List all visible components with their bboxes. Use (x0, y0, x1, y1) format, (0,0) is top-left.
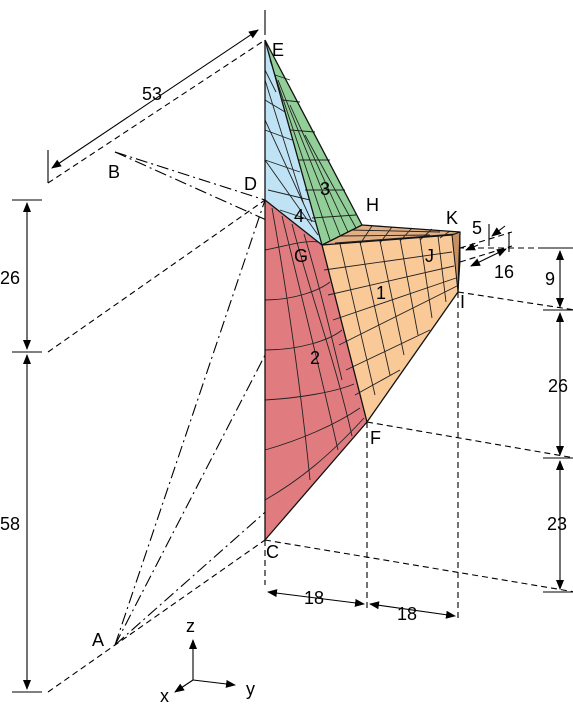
panel-1 (322, 235, 458, 422)
label-panel-3: 3 (320, 179, 330, 199)
panel-2-surface (265, 200, 367, 540)
label-point-A: A (92, 630, 104, 650)
label-point-G: G (294, 246, 308, 266)
dimension-lines (12, 10, 573, 693)
label-point-K: K (446, 208, 458, 228)
label-point-F: F (370, 428, 381, 448)
axis-triad (174, 639, 236, 693)
panel-number-labels: 1 2 3 4 (294, 179, 386, 368)
panel-2 (264, 200, 367, 540)
dimension-5: 5 (472, 218, 482, 238)
dimension-58: 58 (0, 514, 20, 534)
label-panel-4: 4 (294, 206, 304, 226)
label-point-D: D (244, 174, 257, 194)
dimension-18-b: 18 (397, 604, 417, 624)
point-labels: A B C D E F G H I J K (92, 40, 465, 650)
label-point-C: C (266, 542, 279, 562)
axis-label-x: x (160, 686, 169, 705)
dimension-23: 23 (547, 514, 567, 534)
label-panel-1: 1 (376, 283, 386, 303)
panel-1-surface (322, 235, 458, 422)
dimension-16: 16 (494, 262, 514, 282)
label-point-I: I (460, 292, 465, 312)
label-point-E: E (272, 40, 284, 60)
label-point-H: H (366, 195, 379, 215)
label-panel-2: 2 (310, 348, 320, 368)
dimension-26-right: 26 (548, 376, 568, 396)
axis-label-z: z (186, 616, 195, 636)
label-point-B: B (108, 162, 120, 182)
label-point-J: J (425, 246, 434, 266)
axis-label-y: y (246, 679, 255, 699)
structure-edges (264, 39, 461, 541)
dimension-18-a: 18 (304, 588, 324, 608)
axis-labels: z y x (160, 616, 255, 705)
dimension-26-left: 26 (0, 268, 20, 288)
panel-3 (265, 40, 362, 245)
dimension-labels: 53 26 58 18 18 5 16 9 26 23 (0, 84, 568, 624)
dimension-53: 53 (142, 84, 162, 104)
panel-3-surface (265, 40, 362, 245)
dimension-9: 9 (545, 269, 555, 289)
